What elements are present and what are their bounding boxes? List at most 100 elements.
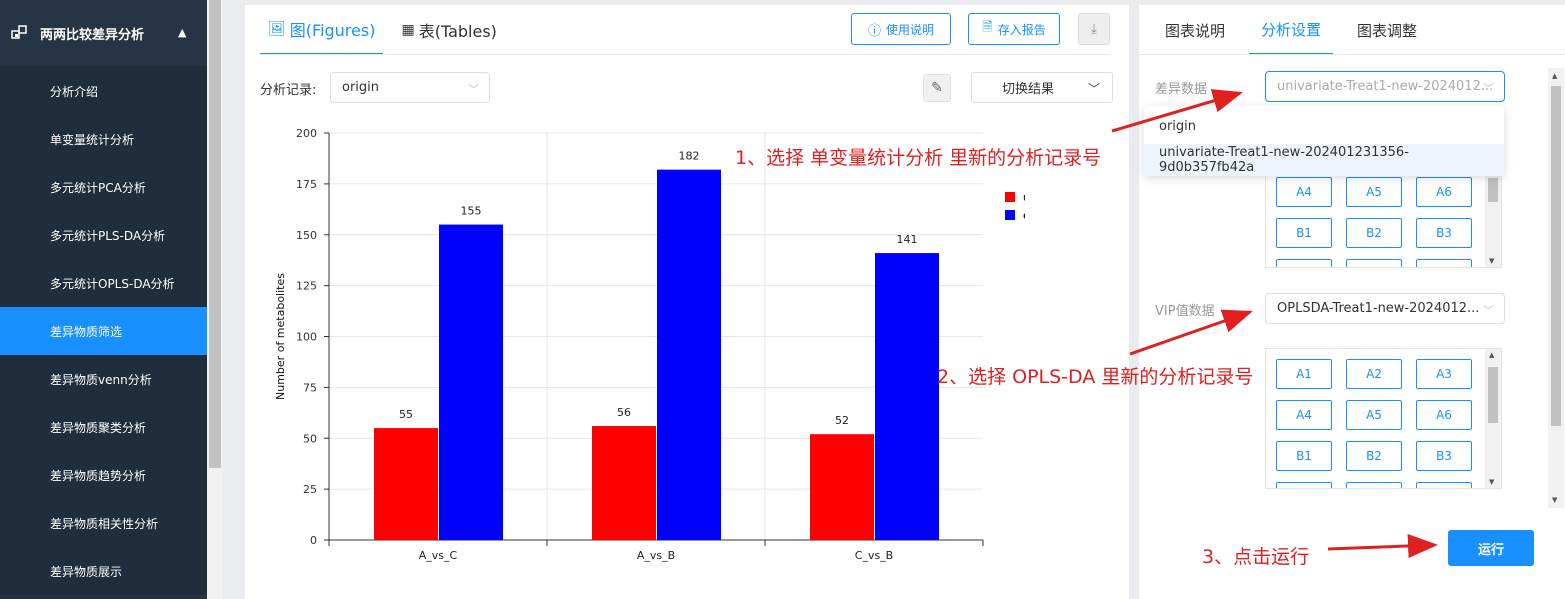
- annotation-step1: 1、选择 单变量统计分析 里新的分析记录号: [735, 147, 1102, 169]
- group-cell[interactable]: A6: [1416, 177, 1472, 207]
- vip-data-select[interactable]: OPLSDA-Treat1-new-2024012... ﹀: [1265, 293, 1505, 324]
- group-grid-1: A4 A5 A6 B1 B2 B3 ▲ ▼: [1265, 165, 1502, 268]
- save-icon: 🗎: [982, 20, 993, 35]
- group-cell[interactable]: A5: [1346, 400, 1402, 430]
- group-cell[interactable]: B2: [1346, 218, 1402, 248]
- group-cell[interactable]: A2: [1346, 359, 1402, 389]
- group-cell-partial[interactable]: [1416, 259, 1472, 267]
- y-tick-label: 125: [296, 280, 317, 293]
- bar-value-label: 141: [897, 233, 918, 246]
- bar-up: [374, 428, 438, 540]
- group-cell-partial[interactable]: [1276, 259, 1332, 267]
- sidebar-item[interactable]: 差异物质展示: [0, 547, 207, 595]
- sidebar-item[interactable]: 多元统计PCA分析: [0, 163, 207, 211]
- legend-label: down: [1023, 209, 1025, 222]
- bar-chart: 0 25 50 75 100 125 150 175 200 Number of metaboli…: [245, 115, 1025, 575]
- sidebar-item[interactable]: 多元统计OPLS-DA分析: [0, 259, 207, 307]
- y-tick-label: 150: [296, 229, 317, 242]
- bar-value-label: 52: [835, 414, 849, 427]
- modules-icon: [10, 23, 30, 43]
- grid-scrollbar[interactable]: ▲ ▼: [1485, 166, 1501, 267]
- group-cell[interactable]: B1: [1276, 218, 1332, 248]
- run-button[interactable]: 运行: [1448, 530, 1534, 566]
- bar-down: [439, 224, 503, 540]
- dropdown-option-univariate[interactable]: univariate-Treat1-new-202401231356-9d0b3…: [1144, 144, 1504, 176]
- sidebar-scrollbar[interactable]: [207, 0, 223, 599]
- group-cell-partial[interactable]: [1276, 482, 1332, 488]
- group-cell-partial[interactable]: [1346, 482, 1402, 488]
- annotation-step3: 3、点击运行: [1202, 546, 1310, 568]
- chart-svg: 0 25 50 75 100 125 150 175 200 Number of metaboli…: [274, 127, 1025, 562]
- group-cell[interactable]: A5: [1346, 177, 1402, 207]
- image-icon: 🖼: [268, 21, 286, 37]
- group-cell[interactable]: A4: [1276, 400, 1332, 430]
- legend-swatch: [1005, 210, 1015, 220]
- diff-data-select[interactable]: univariate-Treat1-new-2024012... ﹀: [1265, 71, 1505, 102]
- sidebar-item[interactable]: 差异物质趋势分析: [0, 451, 207, 499]
- group-cell[interactable]: B3: [1416, 441, 1472, 471]
- help-button-label: 使用说明: [886, 22, 935, 37]
- chevron-up-icon: ▲: [178, 26, 187, 39]
- sidebar-item[interactable]: 差异物质venn分析: [0, 355, 207, 403]
- sidebar-item[interactable]: 多元统计PLS-DA分析: [0, 211, 207, 259]
- dropdown-option-origin[interactable]: origin: [1159, 118, 1197, 134]
- sidebar-item[interactable]: 差异物质相关性分析: [0, 499, 207, 547]
- y-tick-label: 50: [303, 432, 317, 445]
- settings-scrollbar[interactable]: ▲ ▼: [1548, 68, 1564, 508]
- switch-result-button[interactable]: 切换结果 ﹀: [971, 72, 1113, 103]
- tab-divider: [1139, 54, 1565, 55]
- scrollbar-thumb[interactable]: [209, 0, 221, 468]
- group-cell[interactable]: A4: [1276, 177, 1332, 207]
- y-tick-label: 100: [296, 331, 317, 344]
- group-cell[interactable]: B2: [1346, 441, 1402, 471]
- chevron-down-icon: ﹀: [468, 83, 479, 96]
- question-icon: ⓘ: [867, 23, 881, 39]
- bar-value-label: 182: [679, 150, 700, 163]
- sidebar-group-header[interactable]: 两两比较差异分析 ▲: [0, 0, 207, 67]
- group-grid-2: A1 A2 A3 A4 A5 A6 B1 B2 B3 ▲ ▼: [1265, 348, 1502, 489]
- group-cell-partial[interactable]: [1416, 482, 1472, 488]
- sidebar-item[interactable]: 差异物质筛选: [0, 307, 207, 355]
- legend-swatch: [1005, 192, 1015, 202]
- edit-button[interactable]: ✎: [923, 74, 951, 102]
- tab-figures[interactable]: 🖼 图(Figures): [260, 5, 384, 55]
- tab-divider: [260, 54, 1110, 55]
- record-select[interactable]: origin ﹀: [330, 72, 490, 103]
- grid-scrollbar[interactable]: ▲ ▼: [1485, 349, 1501, 488]
- sidebar-group-label: 两两比较差异分析: [40, 27, 145, 43]
- bar-value-label: 55: [399, 408, 413, 421]
- tab-analysis-settings[interactable]: 分析设置: [1249, 5, 1334, 55]
- diff-data-dropdown: origin univariate-Treat1-new-20240123135…: [1144, 106, 1504, 176]
- table-icon: ▦: [401, 22, 415, 38]
- bar-value-label: 155: [461, 205, 482, 218]
- sidebar-item[interactable]: 分析介绍: [0, 67, 207, 115]
- legend-label: up: [1023, 191, 1025, 204]
- help-button[interactable]: ⓘ 使用说明: [851, 13, 951, 45]
- download-button[interactable]: ⤓: [1078, 13, 1110, 45]
- sidebar-item[interactable]: 差异物质聚类分析: [0, 403, 207, 451]
- tab-chart-adjust[interactable]: 图表调整: [1357, 21, 1418, 40]
- group-cell[interactable]: B1: [1276, 441, 1332, 471]
- x-tick-label: A_vs_B: [637, 549, 675, 562]
- edit-icon: ✎: [931, 80, 943, 96]
- tab-chart-description[interactable]: 图表说明: [1165, 21, 1226, 40]
- save-report-button[interactable]: 🗎 存入报告: [968, 13, 1060, 45]
- x-tick-label: C_vs_B: [855, 549, 893, 562]
- diff-data-value: univariate-Treat1-new-2024012...: [1277, 79, 1494, 94]
- y-axis-label: Number of metabolites: [274, 273, 287, 400]
- main-tabs: 🖼 图(Figures) ▦ 表(Tables): [260, 5, 515, 55]
- y-tick-label: 25: [303, 483, 317, 496]
- vip-data-label: VIP值数据: [1155, 304, 1215, 319]
- group-cell[interactable]: B3: [1416, 218, 1472, 248]
- sidebar-item[interactable]: 单变量统计分析: [0, 115, 207, 163]
- y-tick-label: 0: [310, 534, 317, 547]
- group-cell[interactable]: A6: [1416, 400, 1472, 430]
- tab-tables[interactable]: ▦ 表(Tables): [393, 5, 504, 55]
- group-cell-partial[interactable]: [1346, 259, 1402, 267]
- annotation-step2: 2、选择 OPLS-DA 里新的分析记录号: [937, 366, 1254, 388]
- bar-down: [875, 253, 939, 540]
- group-cell[interactable]: A1: [1276, 359, 1332, 389]
- group-cell[interactable]: A3: [1416, 359, 1472, 389]
- settings-tabs: 图表说明 分析设置 图表调整: [1153, 5, 1441, 55]
- tab-figures-label: 图(Figures): [289, 21, 376, 40]
